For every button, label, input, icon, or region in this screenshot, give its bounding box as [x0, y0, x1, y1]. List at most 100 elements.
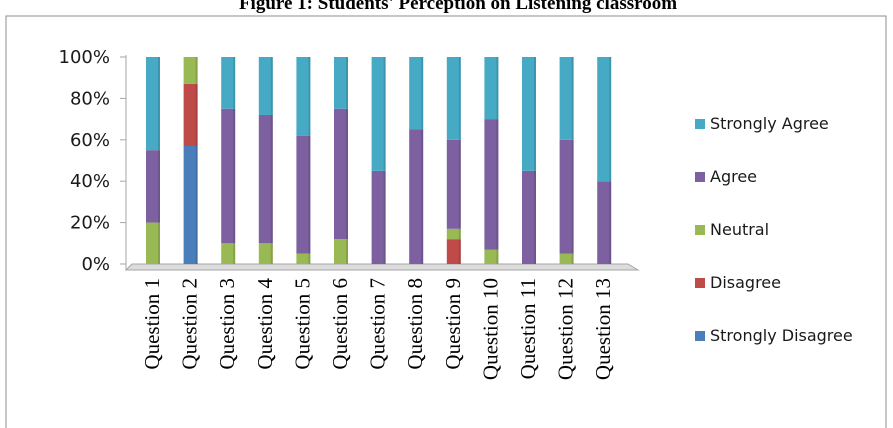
legend: Strongly Agree Agree Neutral Disagree Strong…: [695, 114, 853, 345]
bar-segment-shade: [383, 57, 386, 171]
bar-segment: [296, 135, 311, 254]
bar-segment-shade: [346, 239, 348, 264]
y-tick-label: 100%: [59, 47, 110, 68]
bar-segment-shade: [233, 243, 236, 264]
bar-segment-shade: [458, 228, 461, 240]
legend-swatch: [695, 172, 705, 182]
bar-segment-shade: [195, 57, 198, 84]
y-tick-label: 80%: [70, 88, 110, 109]
bar-segment: [146, 150, 160, 223]
x-tick-label: Question 4: [253, 278, 277, 370]
bar-segment-shade: [496, 119, 499, 250]
legend-label: Agree: [710, 167, 757, 186]
bar-segment-shade: [233, 108, 236, 244]
bar-segment-shade: [534, 170, 536, 264]
x-tick-label: Question 13: [591, 278, 615, 380]
bar-segment: [409, 129, 424, 264]
bar-segment-shade: [609, 181, 612, 264]
bar-segment: [484, 57, 499, 120]
x-tick-label: Question 12: [554, 278, 578, 380]
bar-segment-shade: [496, 249, 499, 264]
bar-segment-shade: [346, 57, 348, 109]
x-tick-label: Question 3: [215, 278, 239, 370]
bar-segment-shade: [158, 57, 160, 151]
legend-swatch: [695, 119, 705, 129]
bar-segment-shade: [346, 108, 348, 240]
bar-segment: [522, 170, 536, 264]
bar-segment-shade: [571, 57, 574, 140]
bar-segment-shade: [496, 57, 499, 120]
bar-segment: [183, 146, 198, 264]
legend-swatch: [695, 331, 705, 341]
bar-segment-shade: [158, 222, 160, 264]
bar-segment: [296, 57, 311, 136]
bar-segment-shade: [270, 57, 273, 115]
bar-segment-shade: [308, 253, 311, 264]
x-tick-label: Question 10: [478, 278, 502, 380]
y-tick-label: 60%: [70, 130, 110, 151]
bar-segment: [597, 181, 612, 264]
bar-segment: [371, 170, 386, 264]
bar-segment: [334, 108, 348, 240]
x-tick-label: Question 11: [516, 278, 540, 379]
bar-segment: [258, 114, 273, 244]
y-tick-label: 40%: [70, 171, 110, 192]
x-tick-label: Question 5: [290, 278, 314, 370]
bar-segment: [597, 57, 612, 182]
legend-label: Neutral: [710, 220, 769, 239]
bar-segment: [258, 243, 273, 264]
bar-segment: [371, 57, 386, 171]
bar-segment-shade: [421, 129, 424, 264]
bar-segment-shade: [158, 150, 160, 223]
legend-swatch: [695, 278, 705, 288]
bar-segment: [146, 222, 160, 264]
bar-segment: [446, 228, 461, 240]
bar-segment: [334, 57, 348, 109]
legend-label: Strongly Agree: [710, 114, 829, 133]
bar-segment: [559, 57, 574, 140]
chart-title: Figure 1: Students' Perception on Listen…: [239, 0, 677, 14]
legend-label: Strongly Disagree: [710, 326, 853, 345]
bar-segment: [221, 108, 236, 244]
bar-segment: [146, 57, 160, 151]
x-tick-label: Question 2: [178, 278, 202, 370]
bar-segment-shade: [270, 243, 273, 264]
x-tick-label: Question 8: [403, 278, 427, 370]
bar-segment: [559, 139, 574, 254]
bar-segment-shade: [458, 139, 461, 229]
bar-segment-shade: [458, 57, 461, 140]
legend-swatch: [695, 225, 705, 235]
bar-segment-shade: [195, 146, 198, 264]
bar-segment: [446, 239, 461, 264]
y-tick-label: 20%: [70, 213, 110, 234]
bar-segment: [221, 57, 236, 109]
x-tick-label: Question 7: [366, 278, 390, 370]
x-tick-label: Question 9: [441, 278, 465, 370]
bar-segment: [258, 57, 273, 115]
bar-segment-shade: [571, 139, 574, 254]
bar-segment-shade: [270, 114, 273, 244]
bar-segment-shade: [383, 170, 386, 264]
bar-segment: [409, 57, 424, 130]
bar-segment: [446, 139, 461, 229]
bar-segment-shade: [458, 239, 461, 264]
bar-segment: [183, 83, 198, 147]
bar-segment: [296, 253, 311, 264]
bar-segment-shade: [308, 57, 311, 136]
plot-area: 0% 20% 40% 60% 80% 100% Question 1 Question 2 Qu…: [59, 47, 640, 380]
bar-segment: [559, 253, 574, 264]
bar-segment: [221, 243, 236, 264]
bar-segment: [183, 57, 198, 84]
bar-segment-shade: [233, 57, 236, 109]
bar-segment: [334, 239, 348, 264]
chart-frame: [5, 15, 887, 428]
x-tick-label: Question 6: [328, 278, 352, 370]
bar-segment: [484, 119, 499, 250]
x-tick-label: Question 1: [140, 278, 164, 370]
legend-label: Disagree: [710, 273, 781, 292]
bar-segment-shade: [195, 83, 198, 147]
bar-segment-shade: [534, 57, 536, 171]
chart-floor: [124, 263, 640, 271]
bar-segment-shade: [421, 57, 424, 130]
